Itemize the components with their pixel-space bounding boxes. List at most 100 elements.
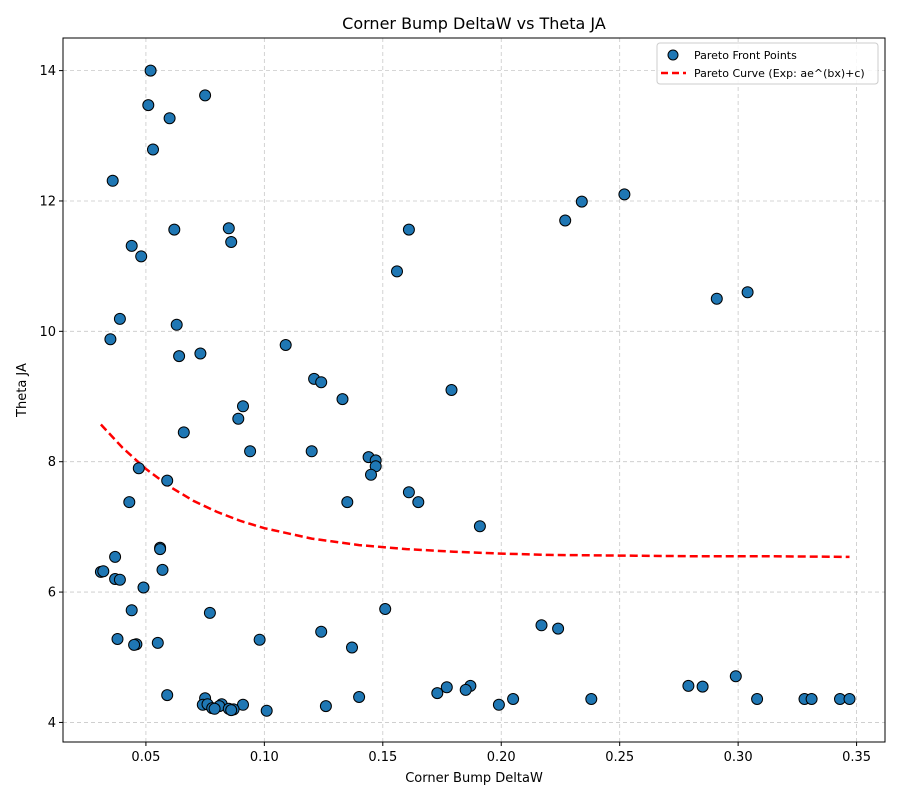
y-tick-label: 10 [39, 325, 56, 340]
pareto-point [111, 633, 124, 645]
pareto-point [123, 496, 136, 509]
pareto-point [279, 339, 292, 351]
legend-label-curve: Pareto Curve (Exp: ae^(bx)+c) [694, 67, 865, 80]
pareto-point [125, 239, 138, 252]
pareto-point [346, 641, 358, 654]
pareto-point [618, 188, 631, 201]
pareto-point [507, 693, 520, 705]
y-axis-label: Theta JA [15, 363, 30, 418]
pareto-point [440, 681, 453, 694]
pareto-point [203, 606, 216, 619]
pareto-point [319, 700, 332, 713]
legend-label-points: Pareto Front Points [694, 49, 797, 62]
pareto-point [154, 543, 167, 556]
pareto-point [341, 496, 354, 509]
pareto-point [113, 573, 126, 586]
pareto-point [97, 565, 110, 578]
pareto-point [253, 633, 266, 646]
x-axis-label: Corner Bump DeltaW [405, 771, 543, 786]
pareto-point [225, 236, 238, 248]
pareto-point [125, 604, 138, 617]
pareto-point [710, 292, 723, 305]
pareto-point [585, 693, 598, 705]
pareto-point [232, 412, 245, 425]
pareto-point [391, 265, 403, 278]
pareto-point [805, 693, 818, 705]
pareto-point [142, 99, 155, 112]
pareto-point [104, 333, 117, 346]
pareto-point [559, 214, 572, 227]
pareto-point [751, 693, 764, 705]
pareto-point [729, 670, 742, 683]
pareto-point [106, 174, 119, 187]
pareto-point [163, 112, 176, 125]
pareto-point [199, 89, 212, 102]
pareto-point [156, 563, 169, 576]
pareto-point [402, 486, 415, 499]
pareto-point [132, 462, 145, 475]
pareto-point [144, 64, 157, 77]
pareto-point [237, 400, 249, 413]
pareto-point [682, 679, 695, 692]
pareto-point [137, 581, 150, 594]
pareto-point [225, 704, 238, 717]
y-tick-label: 14 [39, 64, 56, 79]
y-tick-label: 8 [48, 455, 56, 470]
legend-box [656, 42, 879, 85]
pareto-point [535, 619, 548, 632]
pareto-point [147, 143, 159, 156]
pareto-point [128, 638, 141, 651]
pareto-point [222, 222, 235, 235]
x-tick-label: 0.35 [842, 750, 871, 765]
grid [63, 38, 885, 742]
y-axis-ticks: 4 6 8 10 12 14 [39, 64, 63, 731]
pareto-point [843, 693, 856, 705]
y-tick-label: 6 [48, 586, 56, 601]
y-tick-label: 4 [48, 716, 56, 731]
pareto-point [696, 680, 709, 693]
pareto-point [161, 474, 174, 487]
pareto-point [244, 445, 257, 458]
x-tick-label: 0.05 [131, 750, 160, 765]
pareto-point [173, 350, 186, 363]
x-tick-label: 0.15 [368, 750, 397, 765]
pareto-point [552, 622, 565, 635]
pareto-point [305, 445, 318, 458]
pareto-point [412, 496, 425, 509]
pareto-point [459, 683, 472, 696]
pareto-point [109, 550, 122, 563]
x-tick-label: 0.30 [724, 750, 753, 765]
x-tick-label: 0.25 [605, 750, 634, 765]
legend: Pareto Front Points Pareto Curve (Exp: a… [656, 42, 879, 85]
pareto-point [365, 468, 377, 481]
legend-marker-points [667, 49, 679, 61]
x-tick-label: 0.10 [250, 750, 279, 765]
chart-title: Corner Bump DeltaW vs Theta JA [342, 14, 606, 33]
points-layer [94, 64, 856, 717]
pareto-point [208, 702, 221, 715]
x-axis-ticks: 0.05 0.10 0.15 0.20 0.25 0.30 0.35 [131, 742, 871, 765]
pareto-point [353, 691, 366, 703]
pareto-point [379, 603, 392, 615]
y-tick-label: 12 [39, 194, 56, 209]
pareto-point [151, 636, 164, 649]
pareto-point [135, 250, 148, 263]
x-tick-label: 0.20 [487, 750, 516, 765]
pareto-point [237, 698, 249, 711]
pareto-point [402, 223, 415, 236]
pareto-point [161, 689, 174, 702]
pareto-point [170, 318, 183, 331]
pareto-point [260, 704, 273, 717]
pareto-point [431, 687, 444, 700]
pareto-point [315, 376, 328, 389]
plot-frame [62, 37, 886, 743]
pareto-point [473, 520, 486, 533]
pareto-point [168, 223, 181, 236]
pareto-point [113, 312, 126, 325]
pareto-point [177, 426, 190, 439]
pareto-point [315, 625, 328, 638]
pareto-point [575, 195, 588, 208]
pareto-point [492, 698, 505, 711]
